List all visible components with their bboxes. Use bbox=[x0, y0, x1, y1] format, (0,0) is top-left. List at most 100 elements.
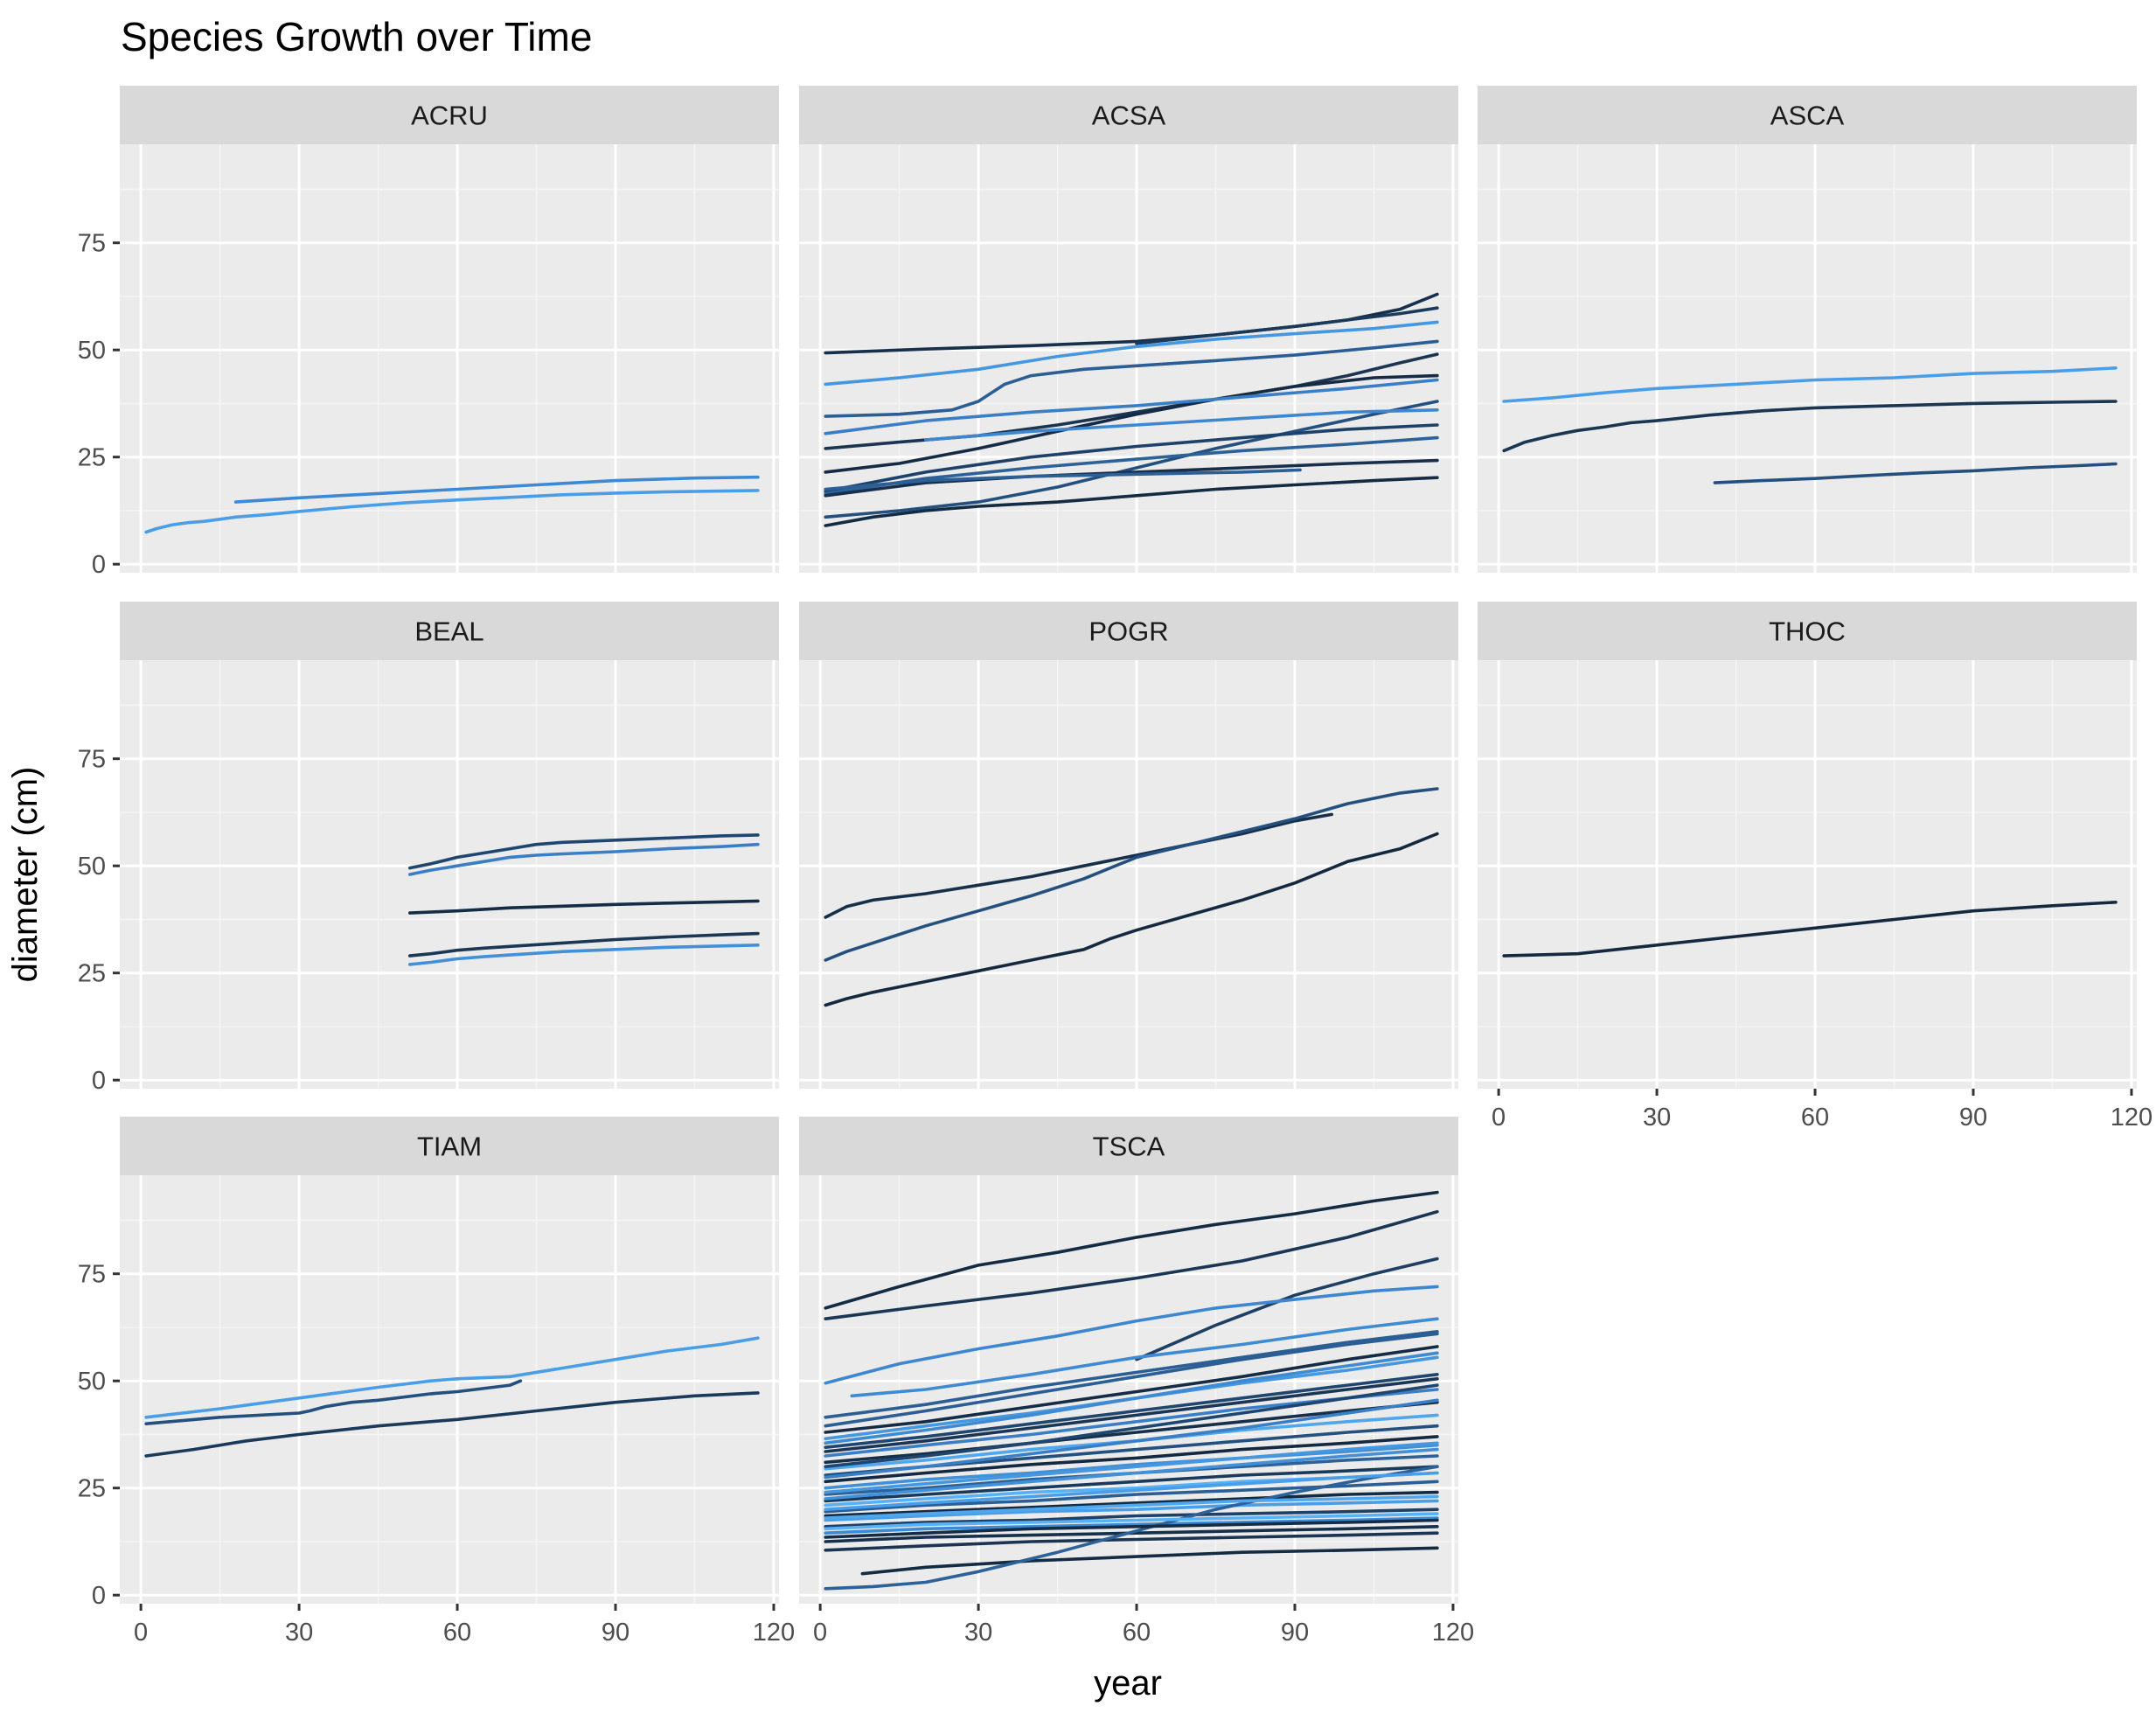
series-line-36 bbox=[824, 1518, 1439, 1539]
series-line-4 bbox=[824, 339, 1439, 418]
x-tick-label: 60 bbox=[1801, 1104, 1829, 1132]
series-line-30 bbox=[824, 1494, 1439, 1520]
series-line-38 bbox=[824, 1377, 1439, 1453]
series-line-14 bbox=[824, 1435, 1439, 1484]
series-line-25 bbox=[824, 1531, 1439, 1552]
series-line-2 bbox=[144, 1379, 523, 1425]
y-tick-label: 0 bbox=[92, 1067, 106, 1095]
facet-strip-label: ACRU bbox=[411, 101, 488, 131]
series-line-2 bbox=[824, 1209, 1439, 1320]
x-tick-label: 0 bbox=[1492, 1104, 1506, 1132]
facet-panel-acru: ACRU 0 25 50 75 bbox=[78, 86, 779, 579]
series-line-27 bbox=[824, 1465, 1439, 1591]
y-tick-label: 25 bbox=[78, 444, 106, 472]
series-line-23 bbox=[824, 1516, 1439, 1535]
series-line-12 bbox=[824, 458, 1439, 498]
facet-panel-acsa: ACSA bbox=[799, 86, 1458, 573]
series-line-3 bbox=[824, 320, 1439, 386]
series-line-17 bbox=[824, 1465, 1439, 1503]
series-line-5 bbox=[407, 944, 760, 966]
facet-strip bbox=[120, 602, 779, 660]
series-line-2 bbox=[824, 787, 1439, 962]
plot-background bbox=[120, 1175, 779, 1604]
series-line-22 bbox=[824, 1508, 1439, 1529]
y-tick-label: 50 bbox=[78, 1368, 106, 1396]
series-line-15 bbox=[824, 1443, 1439, 1490]
series-line-8 bbox=[824, 400, 1439, 519]
x-tick-label: 90 bbox=[1959, 1104, 1987, 1132]
facet-panel-thoc: THOC 0 30 60 90 120 bbox=[1478, 602, 2153, 1132]
plot-background bbox=[1478, 144, 2137, 573]
x-tick-label: 30 bbox=[964, 1619, 992, 1647]
series-line-11 bbox=[824, 1400, 1439, 1465]
series-line-3 bbox=[407, 899, 760, 915]
facet-strip bbox=[1478, 86, 2137, 144]
facet-strip-label: BEAL bbox=[414, 616, 483, 647]
facet-strip-label: THOC bbox=[1769, 616, 1846, 647]
facet-strip-label: ASCA bbox=[1770, 101, 1845, 131]
plot-background bbox=[799, 660, 1458, 1089]
x-tick-label: 60 bbox=[1123, 1619, 1151, 1647]
series-line-35 bbox=[824, 1351, 1439, 1445]
facet-strip-label: POGR bbox=[1088, 616, 1168, 647]
plot-background bbox=[799, 144, 1458, 573]
series-line-31 bbox=[824, 1398, 1439, 1480]
y-tick-label: 75 bbox=[78, 1261, 106, 1289]
series-line-1 bbox=[144, 1336, 760, 1419]
y-tick-label: 0 bbox=[92, 1582, 106, 1610]
facet-panel-asca: ASCA bbox=[1478, 86, 2137, 573]
series-line-1 bbox=[824, 1190, 1439, 1310]
y-tick-label: 0 bbox=[92, 551, 106, 579]
series-line-9 bbox=[924, 407, 1439, 442]
facet-panel-tiam: TIAM 0 25 50 75 0 30 60 90 120 bbox=[78, 1117, 795, 1647]
series-line-21 bbox=[824, 1499, 1439, 1522]
series-line-1 bbox=[1502, 366, 2118, 403]
series-line-6 bbox=[824, 373, 1439, 474]
y-tick-label: 25 bbox=[78, 960, 106, 988]
series-line-1 bbox=[1502, 901, 2118, 958]
series-line-33 bbox=[824, 1512, 1439, 1531]
facet-strip bbox=[799, 1117, 1458, 1175]
facet-strip bbox=[1478, 602, 2137, 660]
series-line-2 bbox=[1502, 400, 2118, 453]
x-axis-label: year bbox=[1094, 1664, 1162, 1703]
plot-background bbox=[1478, 660, 2137, 1089]
series-line-24 bbox=[824, 1525, 1439, 1543]
plot-background bbox=[120, 144, 779, 573]
facet-panel-tsca: TSCA 0 30 60 90 120 bbox=[799, 1117, 1474, 1647]
x-tick-label: 120 bbox=[1432, 1619, 1474, 1647]
facet-panels: ACRU 0 25 50 75 ACSA ASCA BEAL 0 25 50 75 POGR THOC 0 3… bbox=[78, 86, 2153, 1647]
x-tick-label: 90 bbox=[1281, 1619, 1309, 1647]
series-line-13 bbox=[824, 468, 1302, 491]
series-line-3 bbox=[1135, 1257, 1439, 1361]
facet-panel-pogr: POGR bbox=[799, 602, 1458, 1089]
series-line-7 bbox=[824, 1345, 1439, 1434]
x-tick-label: 60 bbox=[443, 1619, 471, 1647]
x-tick-label: 120 bbox=[2111, 1104, 2153, 1132]
y-tick-label: 25 bbox=[78, 1475, 106, 1503]
series-line-2 bbox=[144, 489, 760, 534]
series-line-3 bbox=[824, 832, 1439, 1007]
series-line-32 bbox=[824, 1383, 1439, 1468]
facet-strip-label: ACSA bbox=[1092, 101, 1166, 131]
x-tick-label: 0 bbox=[134, 1619, 148, 1647]
plot-background bbox=[120, 660, 779, 1089]
series-line-9 bbox=[824, 1373, 1439, 1449]
series-line-6 bbox=[824, 1330, 1439, 1419]
facet-strip bbox=[120, 1117, 779, 1175]
series-line-19 bbox=[824, 1480, 1439, 1514]
series-line-2 bbox=[407, 842, 760, 876]
facet-strip-label: TSCA bbox=[1093, 1132, 1165, 1162]
series-line-7 bbox=[824, 378, 1439, 435]
chart-title: Species Growth over Time bbox=[121, 14, 592, 59]
facet-strip bbox=[799, 602, 1458, 660]
facet-panel-beal: BEAL 0 25 50 75 bbox=[78, 602, 779, 1095]
x-tick-label: 30 bbox=[285, 1619, 313, 1647]
y-tick-label: 75 bbox=[78, 230, 106, 258]
series-line-28 bbox=[824, 1471, 1439, 1511]
series-line-1 bbox=[233, 475, 760, 504]
y-tick-label: 50 bbox=[78, 853, 106, 881]
y-tick-label: 75 bbox=[78, 746, 106, 774]
series-line-11 bbox=[824, 435, 1439, 496]
